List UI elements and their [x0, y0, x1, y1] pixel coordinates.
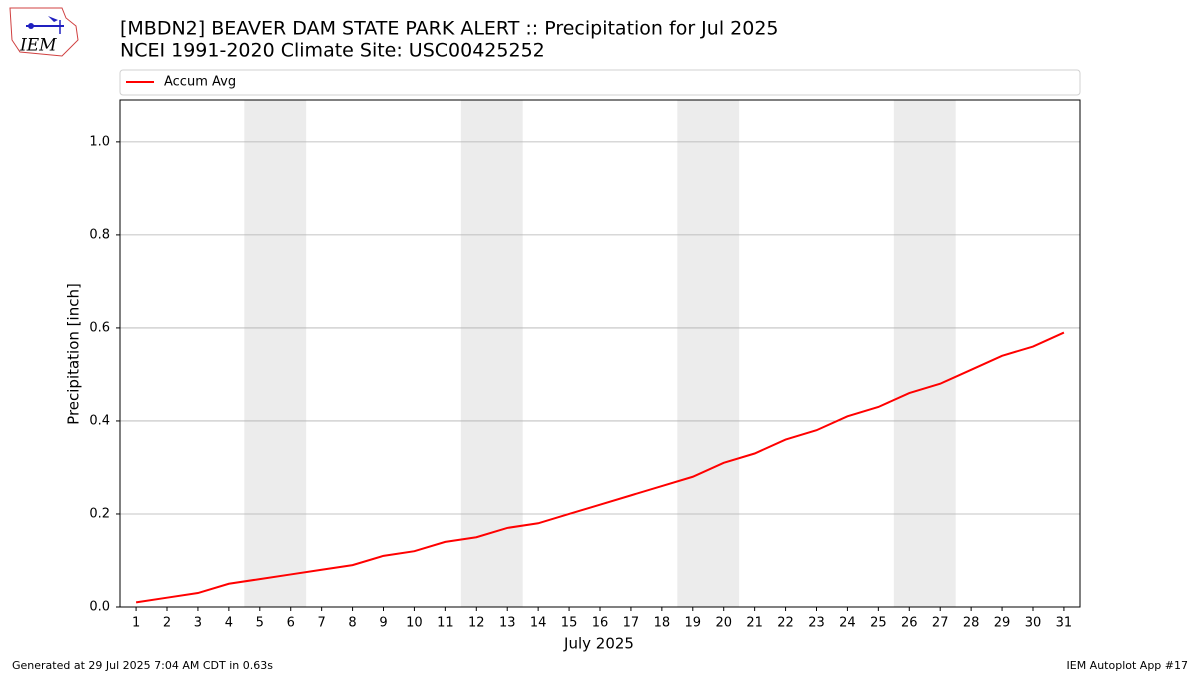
x-tick-label: 19	[685, 616, 702, 631]
weekend-shade	[244, 100, 307, 607]
x-tick-label: 29	[994, 616, 1011, 631]
x-tick-label: 13	[499, 616, 516, 631]
x-tick-label: 31	[1056, 616, 1073, 631]
chart-subtitle: NCEI 1991-2020 Climate Site: USC00425252	[120, 40, 545, 62]
legend-box	[119, 69, 1081, 96]
y-tick-label: 0.2	[89, 506, 110, 521]
legend-label: Accum Avg	[164, 75, 236, 90]
x-tick-label: 1	[132, 616, 140, 631]
x-tick-label: 16	[592, 616, 609, 631]
weekend-shade	[893, 100, 956, 607]
x-tick-label: 7	[318, 616, 326, 631]
weekend-shade	[460, 100, 523, 607]
x-tick-label: 8	[348, 616, 356, 631]
chart-title: [MBDN2] BEAVER DAM STATE PARK ALERT :: P…	[120, 18, 779, 40]
x-tick-label: 21	[746, 616, 763, 631]
x-tick-label: 27	[932, 616, 949, 631]
x-tick-label: 26	[901, 616, 918, 631]
footer-left: Generated at 29 Jul 2025 7:04 AM CDT in …	[12, 659, 273, 672]
y-tick-label: 0.8	[89, 227, 110, 242]
y-tick-label: 1.0	[89, 134, 110, 149]
x-tick-label: 14	[530, 616, 547, 631]
plot-frame	[119, 99, 1081, 608]
x-tick-label: 11	[437, 616, 454, 631]
y-tick-label: 0.0	[89, 600, 110, 615]
x-tick-label: 5	[256, 616, 264, 631]
y-tick-label: 0.6	[89, 320, 110, 335]
x-tick-label: 22	[777, 616, 794, 631]
x-tick-label: 2	[163, 616, 171, 631]
x-tick-label: 24	[839, 616, 856, 631]
y-axis-label: Precipitation [inch]	[65, 283, 83, 425]
x-tick-label: 6	[287, 616, 295, 631]
x-tick-label: 25	[870, 616, 887, 631]
x-tick-label: 30	[1025, 616, 1042, 631]
x-tick-label: 9	[379, 616, 387, 631]
x-tick-label: 18	[654, 616, 671, 631]
x-tick-label: 23	[808, 616, 825, 631]
logo-text: IEM	[19, 36, 57, 56]
x-axis-label: July 2025	[563, 635, 634, 653]
x-tick-label: 10	[406, 616, 423, 631]
x-tick-label: 28	[963, 616, 980, 631]
x-tick-label: 17	[623, 616, 640, 631]
x-tick-label: 12	[468, 616, 485, 631]
logo: IEM	[9, 7, 79, 57]
series-line	[135, 331, 1065, 604]
x-tick-label: 3	[194, 616, 202, 631]
weekend-shade	[677, 100, 740, 607]
x-tick-label: 20	[715, 616, 732, 631]
x-tick-label: 15	[561, 616, 578, 631]
x-tick-label: 4	[225, 616, 233, 631]
y-tick-label: 0.4	[89, 413, 110, 428]
footer-right: IEM Autoplot App #17	[1067, 659, 1189, 672]
